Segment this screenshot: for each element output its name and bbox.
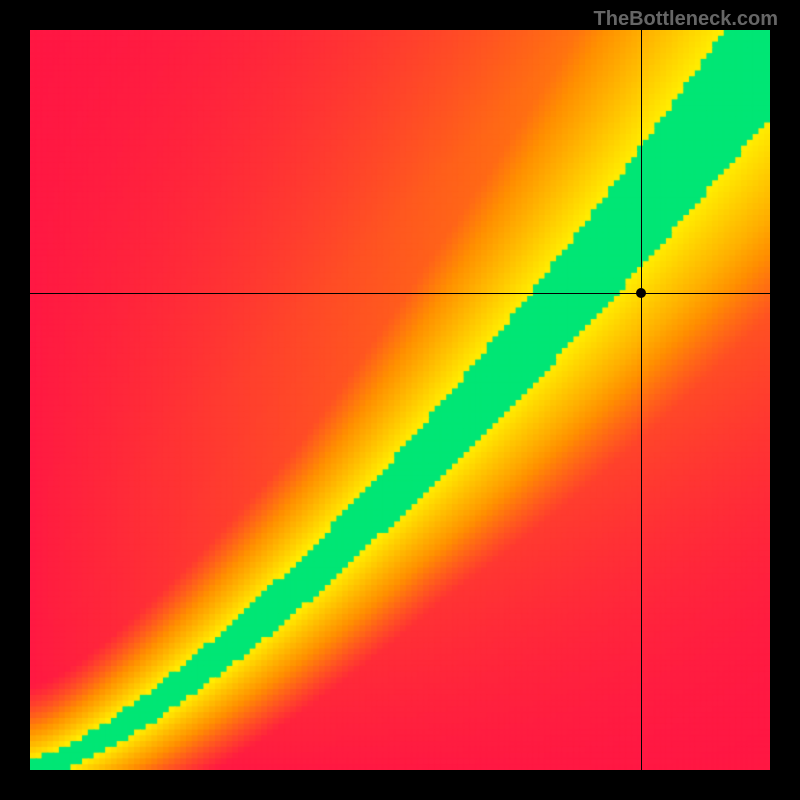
bottleneck-heatmap (30, 30, 770, 770)
crosshair-horizontal (30, 293, 770, 294)
watermark-text: TheBottleneck.com (594, 8, 778, 31)
crosshair-vertical (641, 30, 642, 770)
heatmap-plot-area (30, 30, 770, 770)
selection-marker[interactable] (636, 288, 646, 298)
